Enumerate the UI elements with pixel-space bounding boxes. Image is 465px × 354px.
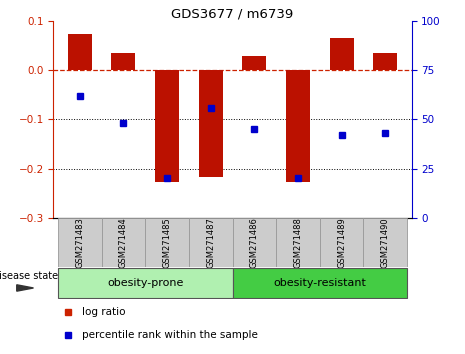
Bar <box>330 39 354 70</box>
Text: percentile rank within the sample: percentile rank within the sample <box>82 330 258 341</box>
Bar <box>145 218 189 267</box>
Bar <box>199 70 223 177</box>
Bar <box>364 218 407 267</box>
Bar <box>286 70 310 182</box>
Text: GSM271489: GSM271489 <box>337 217 346 268</box>
Text: GSM271485: GSM271485 <box>162 217 172 268</box>
Text: GSM271486: GSM271486 <box>250 217 259 268</box>
Text: GSM271487: GSM271487 <box>206 217 215 268</box>
Text: disease state: disease state <box>0 271 58 281</box>
Bar <box>276 218 320 267</box>
Bar <box>320 218 364 267</box>
Text: GSM271488: GSM271488 <box>293 217 303 268</box>
Bar <box>58 218 101 267</box>
Title: GDS3677 / m6739: GDS3677 / m6739 <box>172 7 293 20</box>
Text: log ratio: log ratio <box>82 307 126 318</box>
Text: GSM271484: GSM271484 <box>119 217 128 268</box>
Bar <box>68 34 92 70</box>
Text: GSM271483: GSM271483 <box>75 217 84 268</box>
Text: GSM271490: GSM271490 <box>381 217 390 268</box>
Bar <box>101 218 145 267</box>
Bar <box>155 70 179 182</box>
Polygon shape <box>17 285 33 291</box>
Bar <box>111 53 135 70</box>
Bar <box>232 268 407 298</box>
Text: obesity-prone: obesity-prone <box>107 278 183 288</box>
Bar <box>58 268 232 298</box>
Bar <box>189 218 232 267</box>
Text: obesity-resistant: obesity-resistant <box>273 278 366 288</box>
Bar <box>232 218 276 267</box>
Bar <box>373 53 397 70</box>
Bar <box>242 56 266 70</box>
